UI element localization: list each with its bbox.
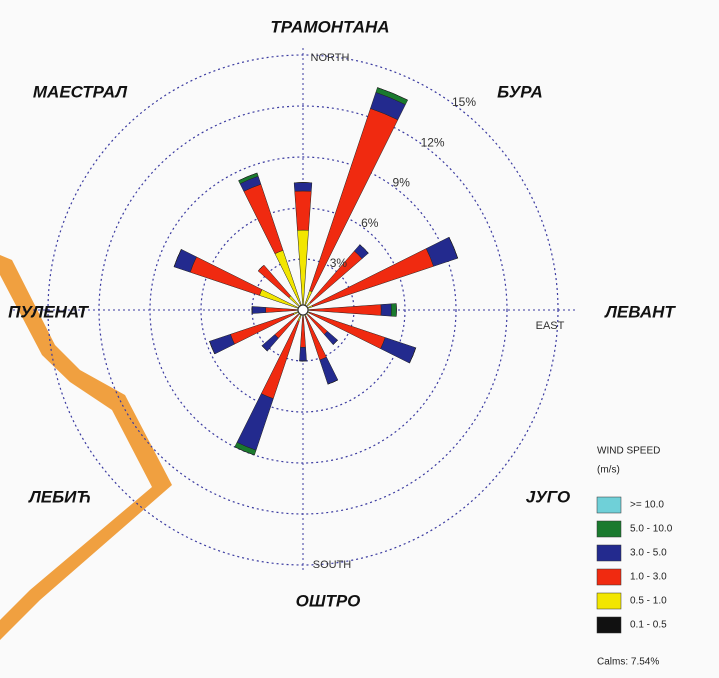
ring-label: 9% <box>393 176 411 190</box>
labels: 3% 6% 9% 12% 15% ТРАМОНТАНА БУРА ЛЕВАНТ ЈУГО ОШТР… <box>8 17 676 610</box>
legend-swatch <box>596 544 622 562</box>
wedge-segment <box>234 446 255 456</box>
ring-label: 3% <box>330 256 348 270</box>
compass-label: ПУЛЕНАТ <box>8 302 89 321</box>
compass-label: ОШТРО <box>296 591 361 610</box>
wedge-segment <box>448 237 459 259</box>
compass-label: ЈУГО <box>526 487 570 506</box>
wedge-segment <box>380 303 392 317</box>
wedge-segment <box>238 172 258 181</box>
compass-label: МАЕСТРАЛ <box>33 82 128 101</box>
legend-swatch <box>596 592 622 610</box>
wedge-segment <box>293 182 313 192</box>
legend-swatch <box>596 496 622 514</box>
legend-swatch <box>596 520 622 538</box>
legend-label: 0.1 - 0.5 <box>630 620 667 631</box>
wedge-segment <box>261 345 268 352</box>
compass-label: БУРА <box>497 82 543 101</box>
axis-label: NORTH <box>311 52 350 64</box>
compass-label: ЛЕБИЋ <box>27 487 91 506</box>
legend: WIND SPEED (m/s) 0.1 - 0.5 0.5 - 1.0 1.0 - 3… <box>596 446 673 668</box>
compass-label: ТРАМОНТАНА <box>270 17 389 36</box>
ring-label: 12% <box>421 135 445 149</box>
wedge-segment <box>332 339 338 345</box>
legend-label: 1.0 - 3.0 <box>630 572 667 583</box>
axis-label: EAST <box>536 320 565 332</box>
wedge-segment <box>390 303 397 317</box>
center <box>297 304 309 316</box>
legend-title: WIND SPEED <box>597 446 660 457</box>
coastline <box>0 255 172 640</box>
legend-swatch <box>596 568 622 586</box>
wedge-segment <box>294 190 312 231</box>
wedge-segment <box>251 306 266 314</box>
wedge-segment <box>257 264 265 272</box>
legend-label: >= 10.0 <box>630 500 664 511</box>
legend-label: 5.0 - 10.0 <box>630 524 673 535</box>
legend-label: 0.5 - 1.0 <box>630 596 667 607</box>
legend-unit: (m/s) <box>597 465 620 476</box>
axis-label: SOUTH <box>313 559 352 571</box>
calms-label: Calms: 7.54% <box>597 657 659 668</box>
wedge-segment <box>299 347 307 362</box>
wind-rose <box>13 48 578 572</box>
compass-label: ЛЕВАНТ <box>603 302 676 321</box>
legend-swatch <box>596 616 622 634</box>
ring-label: 6% <box>361 216 379 230</box>
wedge-segment <box>377 87 408 101</box>
ring-label: 15% <box>452 95 476 109</box>
legend-label: 3.0 - 5.0 <box>630 548 667 559</box>
